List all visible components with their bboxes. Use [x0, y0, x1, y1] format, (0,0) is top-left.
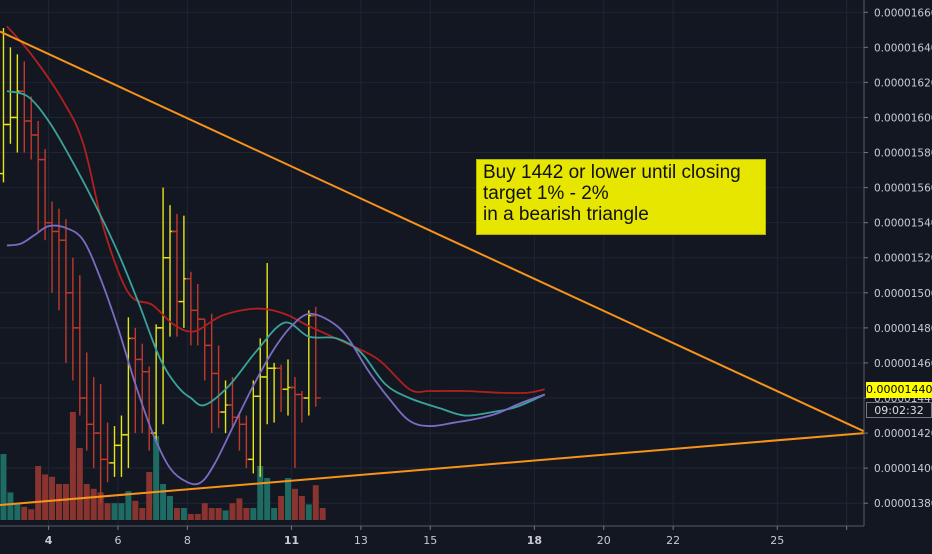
time-axis[interactable]: 4 6 8 11 13 15 18 20 22 25	[0, 525, 864, 547]
volume-bar	[153, 436, 160, 520]
volume-bar	[21, 506, 28, 520]
volume-bar	[305, 504, 312, 520]
volume-bar	[118, 503, 125, 520]
volume-bar	[28, 509, 35, 520]
volume-bar	[291, 488, 298, 520]
trendlines	[0, 30, 865, 506]
last-price-label: 0.00001440	[866, 382, 932, 398]
price-axis[interactable]: 0.00001380 0.00001400 0.00001420 0.00001440…	[863, 0, 932, 526]
trade-note[interactable]: Buy 1442 or lower until closing target 1…	[476, 159, 766, 235]
price-tick-label: 0.00001600	[874, 112, 932, 124]
price-tick-label: 0.00001400	[874, 463, 932, 475]
moving-average-line-2	[6, 90, 546, 417]
price-tick-label: 0.00001420	[874, 428, 932, 440]
volume-bar	[187, 514, 194, 520]
volume-bar	[236, 498, 243, 520]
volume-bar	[90, 488, 97, 520]
volume-bar	[298, 496, 305, 520]
volume-bar	[125, 491, 132, 520]
volume-bar	[97, 492, 104, 520]
volume-bar	[49, 476, 56, 520]
volume-bar	[111, 503, 118, 520]
price-tick-label: 0.00001660	[874, 7, 932, 19]
volume-bar	[173, 508, 180, 520]
price-tick-label: 0.00001540	[874, 218, 932, 230]
volume-bar	[160, 484, 167, 520]
volume-bar	[201, 503, 208, 520]
moving-average-line-3	[6, 224, 546, 486]
volume-bar	[243, 508, 250, 520]
price-tick-label: 0.00001500	[874, 288, 932, 300]
volume-bar	[146, 472, 153, 520]
volume-bar	[319, 508, 326, 520]
bar-countdown-label: 09:02:32	[866, 402, 932, 418]
volume-bar	[56, 484, 62, 520]
volume-bar	[278, 496, 285, 520]
volume-bar	[229, 503, 236, 520]
time-tick-label: 20	[597, 534, 611, 547]
volume-bar	[7, 492, 14, 520]
ohlc-bar	[310, 306, 321, 407]
volume-bar	[139, 508, 146, 520]
volume-bar	[250, 508, 257, 520]
volume-bar	[69, 412, 76, 520]
time-tick-label: 6	[114, 534, 121, 547]
volume-bar	[194, 514, 201, 520]
price-tick-label: 0.00001620	[874, 77, 932, 89]
upper-trendline	[0, 30, 865, 433]
volume-bar	[14, 504, 21, 520]
volume-bar	[167, 496, 174, 520]
volume-bar	[62, 484, 69, 520]
time-tick-label: 15	[423, 534, 437, 547]
volume-bar	[257, 466, 264, 520]
volume-bar	[35, 466, 42, 520]
trade-note-line-3: in a bearish triangle	[483, 204, 649, 225]
volume-bar	[215, 508, 222, 520]
moving-averages	[6, 25, 546, 486]
volume-bar	[0, 454, 7, 520]
trade-note-line-2: target 1% - 2%	[483, 183, 609, 204]
time-tick-label: 13	[354, 534, 368, 547]
price-tick-label: 0.00001580	[874, 148, 932, 160]
volume-bar	[271, 508, 278, 520]
moving-average-line-1	[6, 25, 545, 394]
price-tick-label: 0.00001380	[874, 498, 932, 510]
time-tick-label: 22	[666, 534, 680, 547]
time-tick-label: 8	[184, 534, 191, 547]
price-tick-label: 0.00001480	[874, 323, 932, 335]
volume-bar	[312, 485, 319, 520]
volume-bar	[264, 478, 271, 520]
price-bars	[0, 28, 321, 504]
price-tick-label: 0.00001520	[874, 253, 932, 265]
volume-bar	[132, 500, 139, 520]
volume-bar	[208, 508, 215, 520]
trade-note-line-1: Buy 1442 or lower until closing	[483, 162, 741, 183]
volume-bar	[104, 503, 111, 520]
lower-trendline	[0, 432, 865, 506]
price-tick-label: 0.00001560	[874, 183, 932, 195]
volume-bar	[180, 508, 187, 520]
time-tick-label: 18	[527, 534, 542, 547]
volume-bars	[0, 412, 326, 520]
time-tick-label: 25	[770, 534, 784, 547]
time-tick-label: 11	[284, 534, 299, 547]
volume-bar	[222, 510, 229, 520]
time-tick-label: 4	[45, 534, 53, 547]
volume-bar	[76, 448, 83, 520]
volume-bar	[42, 474, 49, 520]
volume-bar	[83, 484, 90, 520]
price-tick-label: 0.00001640	[874, 42, 932, 54]
volume-bar	[285, 478, 291, 520]
price-tick-label: 0.00001460	[874, 358, 932, 370]
